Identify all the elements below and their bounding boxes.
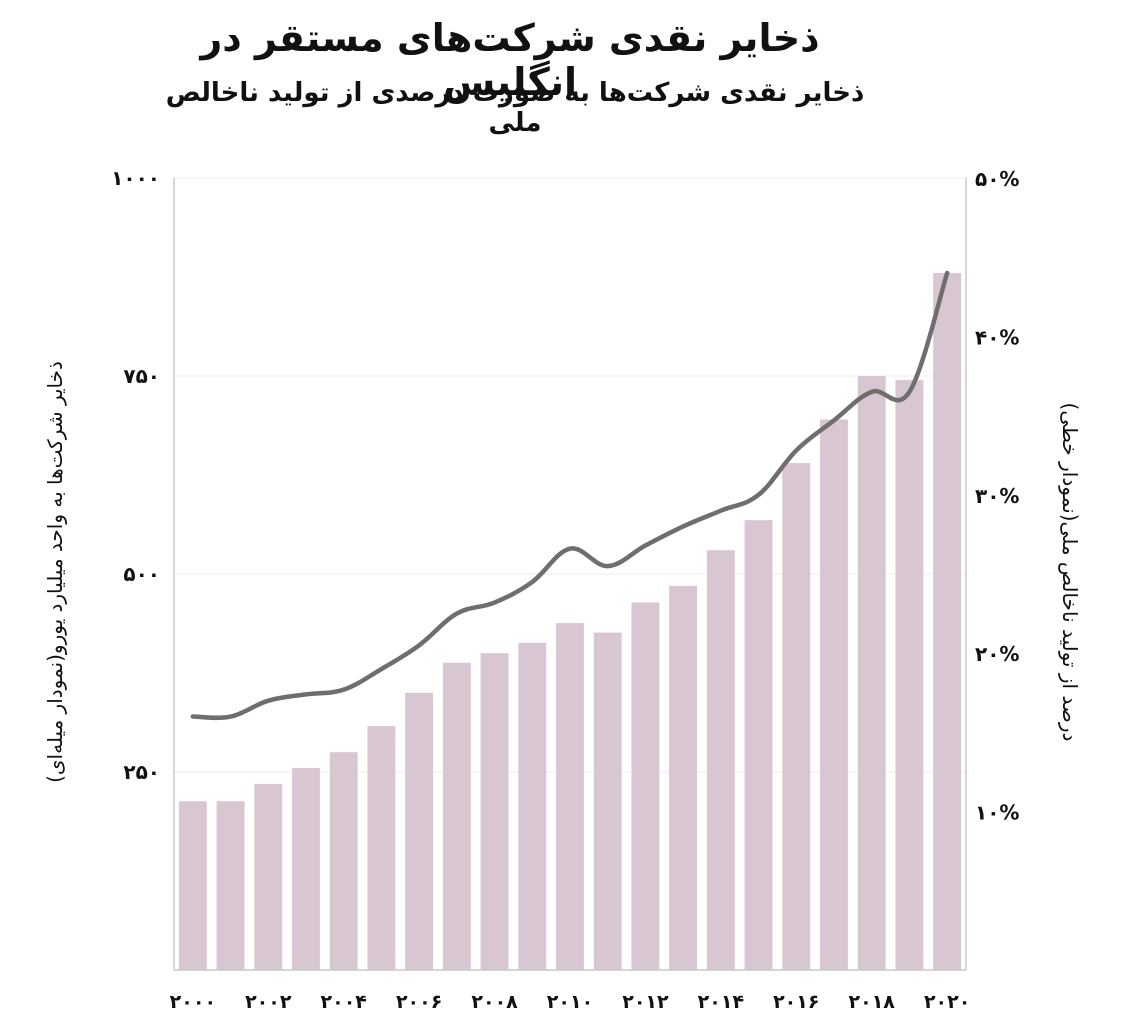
x-tick-label: ۲۰۲۰: [924, 991, 970, 1013]
bar-2007: [442, 662, 471, 970]
bar-2018: [857, 376, 886, 970]
y-right-tick-label: ۱۰%: [975, 801, 1019, 825]
bar-2016: [782, 463, 811, 970]
x-tick-label: ۲۰۱۸: [849, 991, 896, 1013]
y-right-tick-label: ۴۰%: [975, 325, 1019, 349]
bar-2002: [254, 783, 283, 970]
y-right-tick-label: ۲۰%: [975, 642, 1019, 666]
bar-2011: [593, 632, 622, 970]
x-tick-label: ۲۰۰۴: [321, 991, 367, 1013]
x-tick-label: ۲۰۰۶: [396, 991, 442, 1013]
axes: ۲۵۰ ۵۰۰ ۷۵۰ ۱۰۰۰ ۱۰% ۲۰% ۳۰% ۴۰% ۵۰% ۲۰۰۰ ۲۰۰۲ ۲۰۰۴…: [111, 166, 1019, 1013]
x-tick-label: ۲۰۱۰: [547, 991, 593, 1013]
bar-2005: [367, 726, 396, 970]
bar-2008: [480, 653, 509, 970]
bar-2012: [631, 602, 660, 970]
bar-2019: [895, 379, 924, 971]
chart-title: ذخایر نقدی شرکت‌های مستقر در انگلیس: [200, 16, 820, 104]
y-right-tick-label: ۵۰%: [975, 167, 1019, 191]
bar-2004: [329, 752, 358, 970]
bar-2013: [669, 585, 698, 970]
bar-2009: [518, 642, 547, 970]
y-left-tick-label: ۱۰۰۰: [111, 166, 160, 190]
bar-2006: [405, 692, 434, 970]
bar-2010: [556, 623, 584, 970]
chart-subtitle: ذخایر نقدی شرکت‌ها به صورت درصدی از تولی…: [165, 78, 865, 138]
bar-series: [178, 273, 962, 971]
x-tick-label: ۲۰۱۶: [773, 991, 819, 1013]
y-left-tick-label: ۲۵۰: [123, 760, 160, 784]
bar-2000: [178, 801, 207, 970]
line-series: [190, 270, 950, 721]
x-tick-label: ۲۰۱۴: [698, 991, 744, 1013]
x-tick-label: ۲۰۰۸: [471, 991, 518, 1013]
bar-2015: [744, 520, 773, 970]
bar-2017: [820, 419, 848, 970]
gdp-percent-line: [190, 270, 950, 721]
x-tick-label: ۲۰۰۰: [170, 991, 216, 1013]
bar-2014: [706, 550, 735, 970]
bar-2001: [216, 801, 245, 970]
bar-2020: [933, 273, 962, 970]
y-left-tick-label: ۷۵۰: [123, 364, 160, 388]
y-left-tick-label: ۵۰۰: [123, 562, 160, 586]
x-tick-label: ۲۰۰۲: [245, 991, 292, 1013]
x-tick-label: ۲۰۱۲: [622, 991, 669, 1013]
bar-2003: [292, 768, 320, 970]
y-right-tick-label: ۳۰%: [975, 484, 1019, 508]
